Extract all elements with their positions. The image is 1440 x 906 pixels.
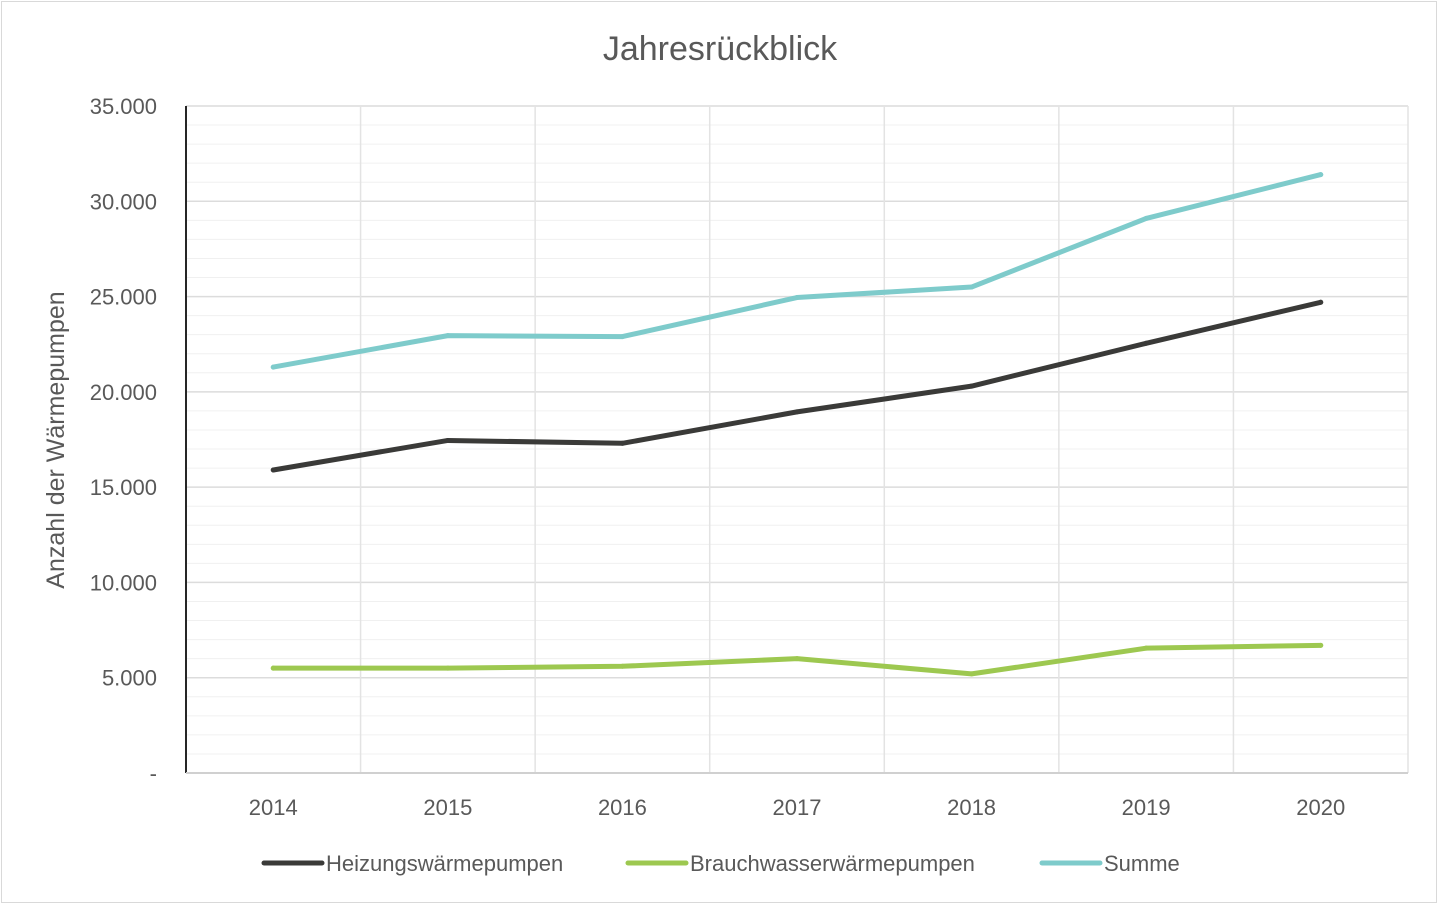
y-axis-title: Anzahl der Wärmepumpen (42, 291, 70, 588)
x-tick-label: 2014 (249, 795, 298, 820)
x-tick-label: 2018 (947, 795, 996, 820)
y-tick-label: 25.000 (90, 285, 157, 310)
legend-label: Summe (1104, 851, 1180, 876)
y-tick-label: 5.000 (102, 666, 157, 691)
data-point (969, 671, 975, 677)
data-point (1318, 172, 1324, 178)
data-point (1143, 340, 1149, 346)
y-tick-label: 35.000 (90, 94, 157, 119)
x-tick-label: 2015 (423, 795, 472, 820)
data-point (1318, 299, 1324, 305)
data-point (619, 440, 625, 446)
y-tick-label: 10.000 (90, 570, 157, 595)
data-point (270, 467, 276, 473)
x-tick-label: 2019 (1122, 795, 1171, 820)
data-point (445, 333, 451, 339)
plot-area: - 5.000 10.000 15.000 20.000 25.000 30.000 35.0… (90, 94, 1409, 820)
data-point (270, 364, 276, 370)
y-tick-label: 15.000 (90, 475, 157, 500)
y-tick-label: - (150, 761, 157, 786)
data-point (445, 665, 451, 671)
series-line-0 (270, 299, 1324, 473)
data-point (794, 409, 800, 415)
data-point (1318, 642, 1324, 648)
data-point (619, 334, 625, 340)
data-point (619, 663, 625, 669)
data-point (969, 284, 975, 290)
legend: Heizungswärmepumpen Brauchwasserwärmepump… (261, 851, 1180, 876)
data-point (270, 665, 276, 671)
data-point (1143, 215, 1149, 221)
legend-label: Heizungswärmepumpen (326, 851, 563, 876)
data-point (1143, 645, 1149, 651)
x-tick-label: 2017 (773, 795, 822, 820)
legend-label: Brauchwasserwärmepumpen (690, 851, 975, 876)
x-tick-label: 2020 (1296, 795, 1345, 820)
data-point (969, 383, 975, 389)
x-tick-label: 2016 (598, 795, 647, 820)
y-tick-label: 30.000 (90, 189, 157, 214)
data-point (794, 656, 800, 662)
data-point (794, 295, 800, 301)
chart-title: Jahresrückblick (603, 30, 838, 68)
data-point (445, 437, 451, 443)
y-tick-label: 20.000 (90, 380, 157, 405)
